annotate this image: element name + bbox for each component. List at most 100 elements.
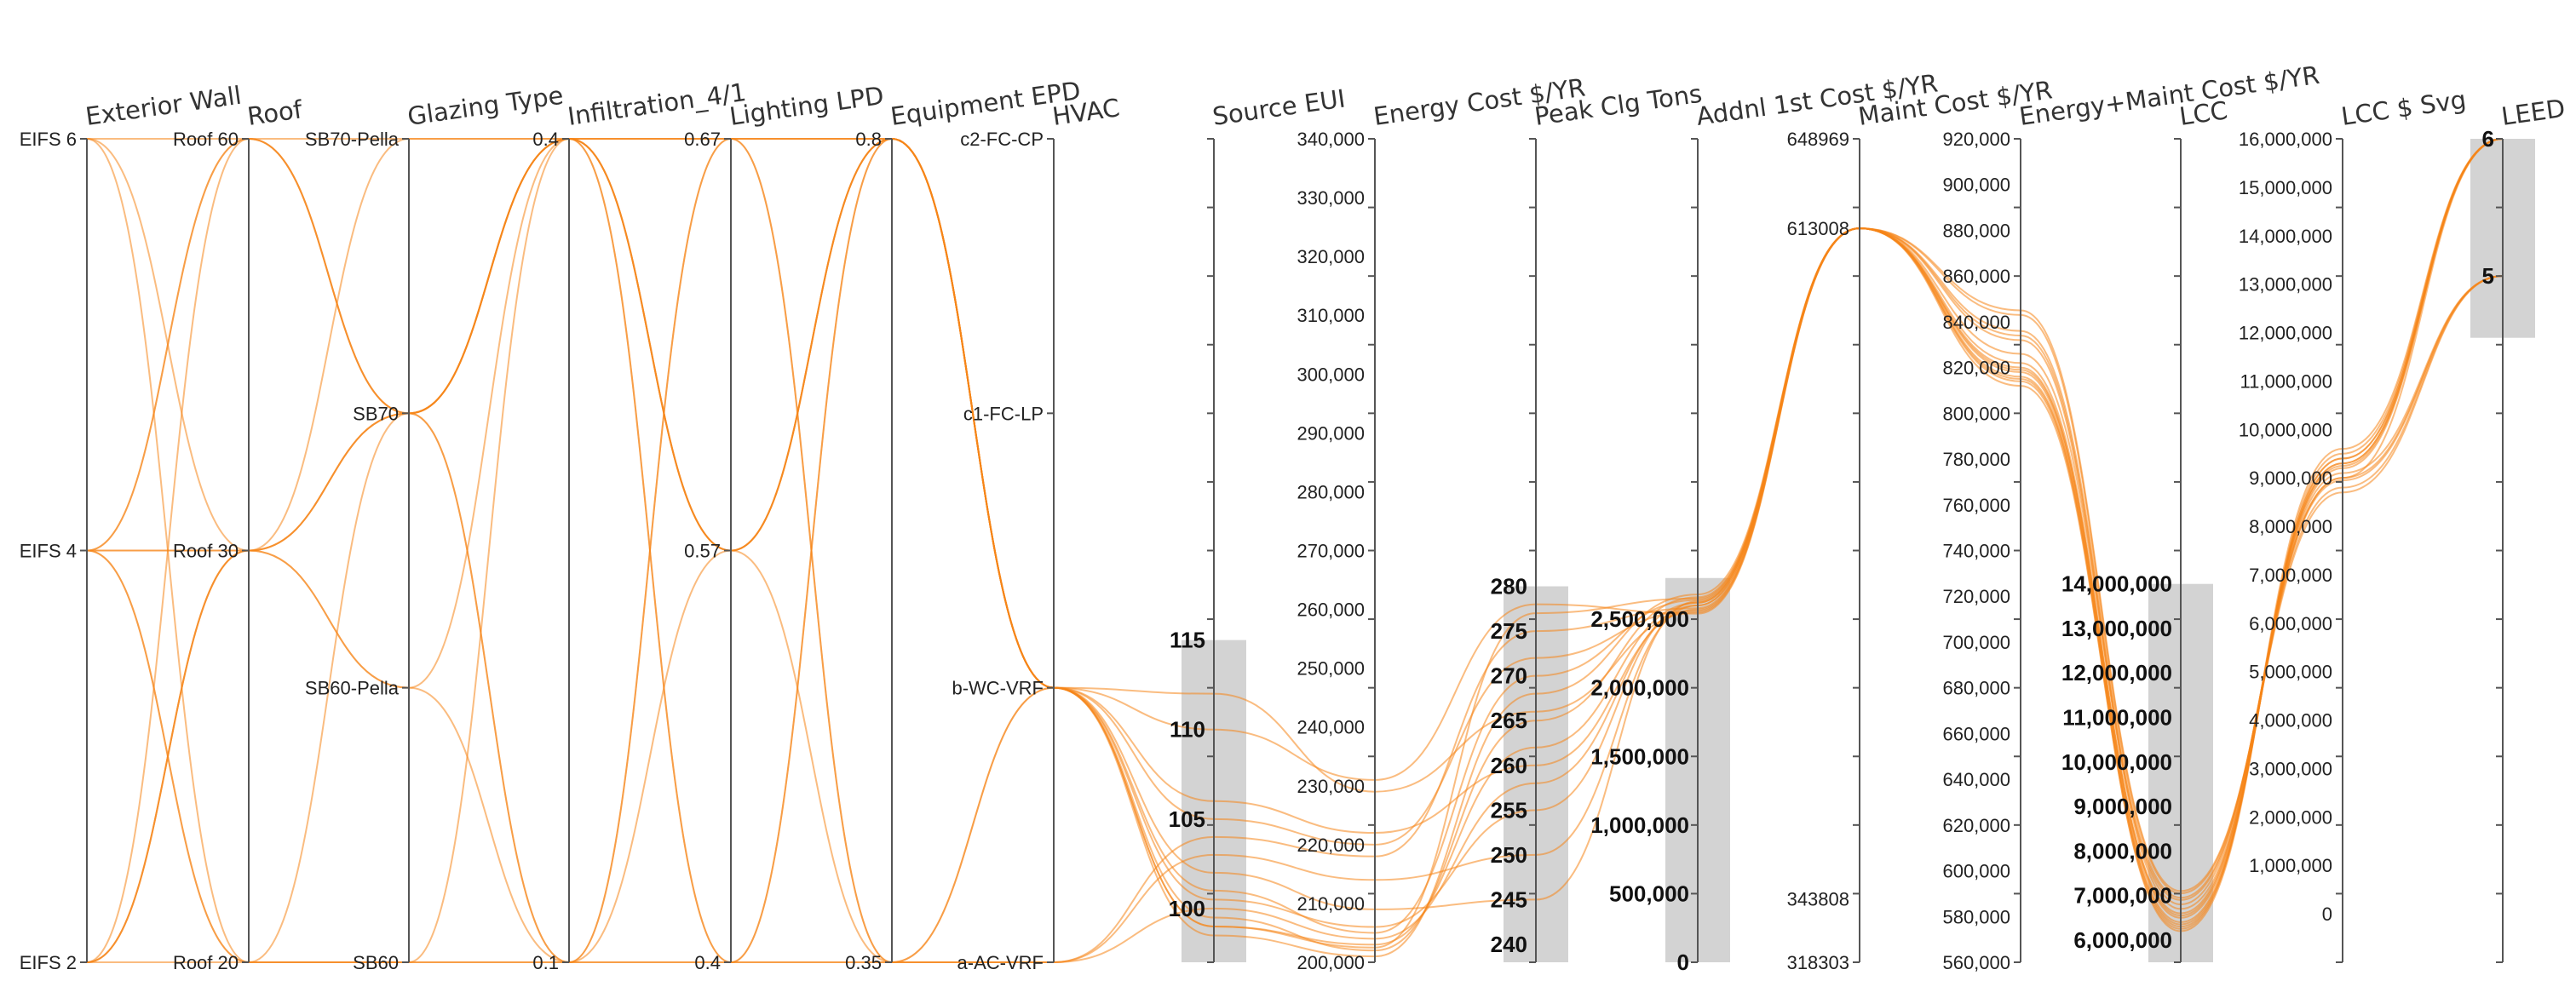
brush-tick-label: 245 (1491, 886, 1527, 912)
tick-label: 820,000 (1942, 358, 2010, 379)
tick-label: 740,000 (1942, 541, 2010, 562)
tick-label: 13,000,000 (2239, 274, 2332, 295)
tick-label: 860,000 (1942, 266, 2010, 287)
brush-tick-label: 240 (1491, 932, 1527, 957)
axis-title-lighting_lpd: Lighting LPD (727, 81, 885, 131)
tick-label: 230,000 (1297, 776, 1365, 797)
tick-label: 240,000 (1297, 717, 1365, 738)
tick-label: 1,000,000 (2249, 855, 2332, 876)
brush-tick-label: 1,500,000 (1590, 743, 1689, 769)
axis-title-lcc: LCC (2177, 95, 2229, 131)
brush-tick-label: 12,000,000 (2061, 660, 2172, 686)
axis-exterior_wall: EIFS 2 EIFS 4 EIFS 6 (20, 129, 88, 973)
tick-label: 7,000,000 (2249, 565, 2332, 586)
tick-label: 900,000 (1942, 175, 2010, 196)
tick-label: 300,000 (1297, 364, 1365, 385)
axis-title-energy_maint: Energy+Maint Cost $/YR (2017, 60, 2321, 131)
brush-tick-label: 8,000,000 (2073, 838, 2172, 863)
axis-hvac: a-AC-VRF b-WC-VRF c1-FC-LP c2-FC-CP (952, 129, 1055, 973)
brush-tick-label: 260 (1491, 753, 1527, 778)
tick-label: 2,000,000 (2249, 806, 2332, 828)
brush-tick-label: 265 (1491, 708, 1527, 733)
brush-tick-label: 7,000,000 (2073, 883, 2172, 909)
tick-label: 320,000 (1297, 246, 1365, 267)
tick-label: Roof 30 (173, 541, 239, 562)
tick-label: 640,000 (1942, 769, 2010, 790)
tick-label: 660,000 (1942, 723, 2010, 744)
axis-title-glazing_type: Glazing Type (405, 81, 565, 131)
brush-tick-label: 0 (1677, 949, 1689, 975)
tick-label: 5,000,000 (2249, 662, 2332, 683)
tick-label: EIFS 6 (20, 129, 77, 150)
axis-titles: Exterior Wall Roof Glazing Type Infiltratio… (83, 60, 2567, 131)
axis-title-lcc_svg: LCC $ Svg (2339, 85, 2468, 131)
axis-title-infiltration: Infiltration_4/1 (566, 77, 748, 131)
axis-leed: 56 (2482, 126, 2504, 963)
axis-title-roof: Roof (245, 95, 304, 131)
tick-label: c2-FC-CP (960, 129, 1044, 150)
tick-label: 840,000 (1942, 312, 2010, 333)
brush-tick-label: 1,000,000 (1590, 812, 1689, 838)
tick-label: 580,000 (1942, 906, 2010, 927)
brush-tick-label: 9,000,000 (2073, 794, 2172, 819)
tick-label: 3,000,000 (2249, 758, 2332, 779)
data-lines (86, 137, 2504, 964)
tick-label: EIFS 2 (20, 952, 77, 973)
tick-label: Roof 60 (173, 129, 239, 150)
tick-label: 6,000,000 (2249, 613, 2332, 634)
tick-label: 260,000 (1297, 600, 1365, 621)
data-line (86, 137, 2504, 964)
tick-label: 600,000 (1942, 861, 2010, 882)
tick-label: 700,000 (1942, 632, 2010, 653)
data-line (86, 137, 2504, 964)
tick-label: c1-FC-LP (963, 403, 1044, 424)
brush-tick-label: 2,000,000 (1590, 675, 1689, 701)
axis-source_eui: 100 105 110 115 (1169, 138, 1215, 963)
axis-title-exterior_wall: Exterior Wall (83, 81, 243, 131)
brush-tick-label: 255 (1491, 797, 1527, 823)
brush-tick-label: 115 (1170, 628, 1205, 653)
tick-label: 0.57 (684, 541, 721, 562)
tick-label: 9,000,000 (2249, 468, 2332, 489)
axis-energy_cost: 200,000 210,000 220,000 230,000 240,000 250,0… (1297, 129, 1376, 973)
tick-label: 330,000 (1297, 187, 1365, 209)
axis-infiltration: 0.1 0.4 (532, 129, 570, 973)
brush-tick-label: 14,000,000 (2061, 571, 2172, 597)
tick-label: 0.4 (694, 952, 721, 973)
tick-label: 680,000 (1942, 678, 2010, 699)
data-line (87, 138, 2504, 964)
brush-tick-label: 105 (1169, 806, 1205, 832)
tick-label: 343808 (1787, 888, 1849, 909)
axis-lighting_lpd: 0.4 0.57 0.67 (684, 129, 732, 973)
tick-label: 10,000,000 (2239, 419, 2332, 440)
tick-label: 16,000,000 (2239, 129, 2332, 150)
brush-tick-label: 11,000,000 (2062, 705, 2172, 731)
brush-tick-label: 280 (1491, 574, 1527, 600)
axis-maint_cost: 318303 343808 613008 648969 (1787, 129, 1860, 973)
tick-label: 14,000,000 (2239, 226, 2332, 247)
axis-addnl_1st_cost: 0 500,000 1,000,000 1,500,000 2,000,000 2,500… (1590, 138, 1699, 975)
tick-label: 0 (2322, 904, 2332, 925)
tick-label: 780,000 (1942, 449, 2010, 470)
tick-label: 220,000 (1297, 835, 1365, 856)
tick-label: 270,000 (1297, 541, 1365, 562)
brush-tick-label: 100 (1169, 896, 1205, 921)
brush-tick-label: 10,000,000 (2061, 749, 2172, 775)
axes: EIFS 2 EIFS 4 EIFS 6 Roof 20 Roof 30 Roof 60 S… (20, 126, 2504, 975)
tick-label: SB70 (353, 403, 399, 424)
axis-roof: Roof 20 Roof 30 Roof 60 (173, 129, 250, 973)
tick-label: 880,000 (1942, 220, 2010, 241)
tick-label: 0.67 (684, 129, 721, 150)
brush-tick-label: 275 (1491, 618, 1527, 644)
brush-tick-label: 2,500,000 (1590, 606, 1689, 632)
axis-peak_clg: 240 245 250 255 260 265 270 275 280 (1491, 138, 1537, 963)
tick-label: 648969 (1787, 129, 1849, 150)
tick-label: 560,000 (1942, 952, 2010, 973)
tick-label: 280,000 (1297, 481, 1365, 502)
tick-label: 0.35 (845, 952, 882, 973)
brush-tick-label: 250 (1491, 842, 1527, 868)
data-line (87, 137, 2504, 946)
tick-label: 0.4 (532, 129, 559, 150)
brush-tick-label: 500,000 (1609, 881, 1689, 906)
